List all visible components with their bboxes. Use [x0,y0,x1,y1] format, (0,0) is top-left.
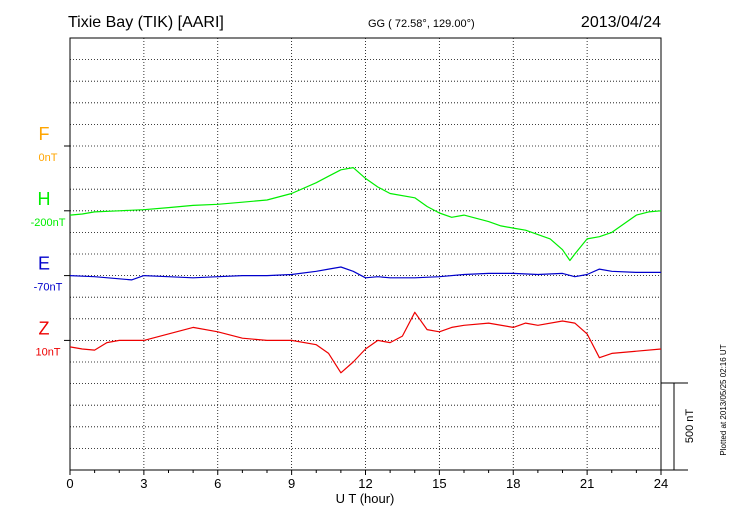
x-tick-label: 9 [288,476,295,491]
x-tick-label: 12 [358,476,372,491]
plot-date: 2013/04/24 [581,14,661,31]
x-tick-label: 6 [214,476,221,491]
series-lines [69,167,662,374]
series-name-z: Z [39,318,50,338]
station-title: Tixie Bay (TIK) [AARI] [68,14,224,31]
series-line-e [69,266,661,281]
x-tick-label: 18 [506,476,520,491]
series-line-h [69,167,662,262]
plotted-at-note: Plotted at 2013/05/25 02:16 UT [719,344,728,455]
grid [70,38,661,470]
x-tick-label: 3 [140,476,147,491]
series-name-h: H [38,189,51,209]
series-line-z [69,311,662,374]
series-name-e: E [38,254,50,274]
x-axis-label: U T (hour) [336,491,395,506]
x-axis: 0 3 6 9 12 15 18 21 24 [66,470,668,491]
station-coords: GG ( 72.58°, 129.00°) [368,18,475,30]
series-baseline-label-e: -70nT [34,282,63,294]
scale-bar [661,382,688,471]
series-baseline-label-f: 0nT [39,152,58,164]
x-tick-label: 15 [432,476,446,491]
scale-bar-label: 500 nT [684,409,696,444]
series-baseline-label-h: -200nT [31,217,66,229]
x-tick-label: 21 [580,476,594,491]
series-name-f: F [39,124,50,144]
series-labels: F 0nT H -200nT E -70nT Z 10nT [31,124,70,358]
x-tick-label: 24 [654,476,668,491]
x-tick-label: 0 [66,476,73,491]
series-baseline-label-z: 10nT [35,346,60,358]
